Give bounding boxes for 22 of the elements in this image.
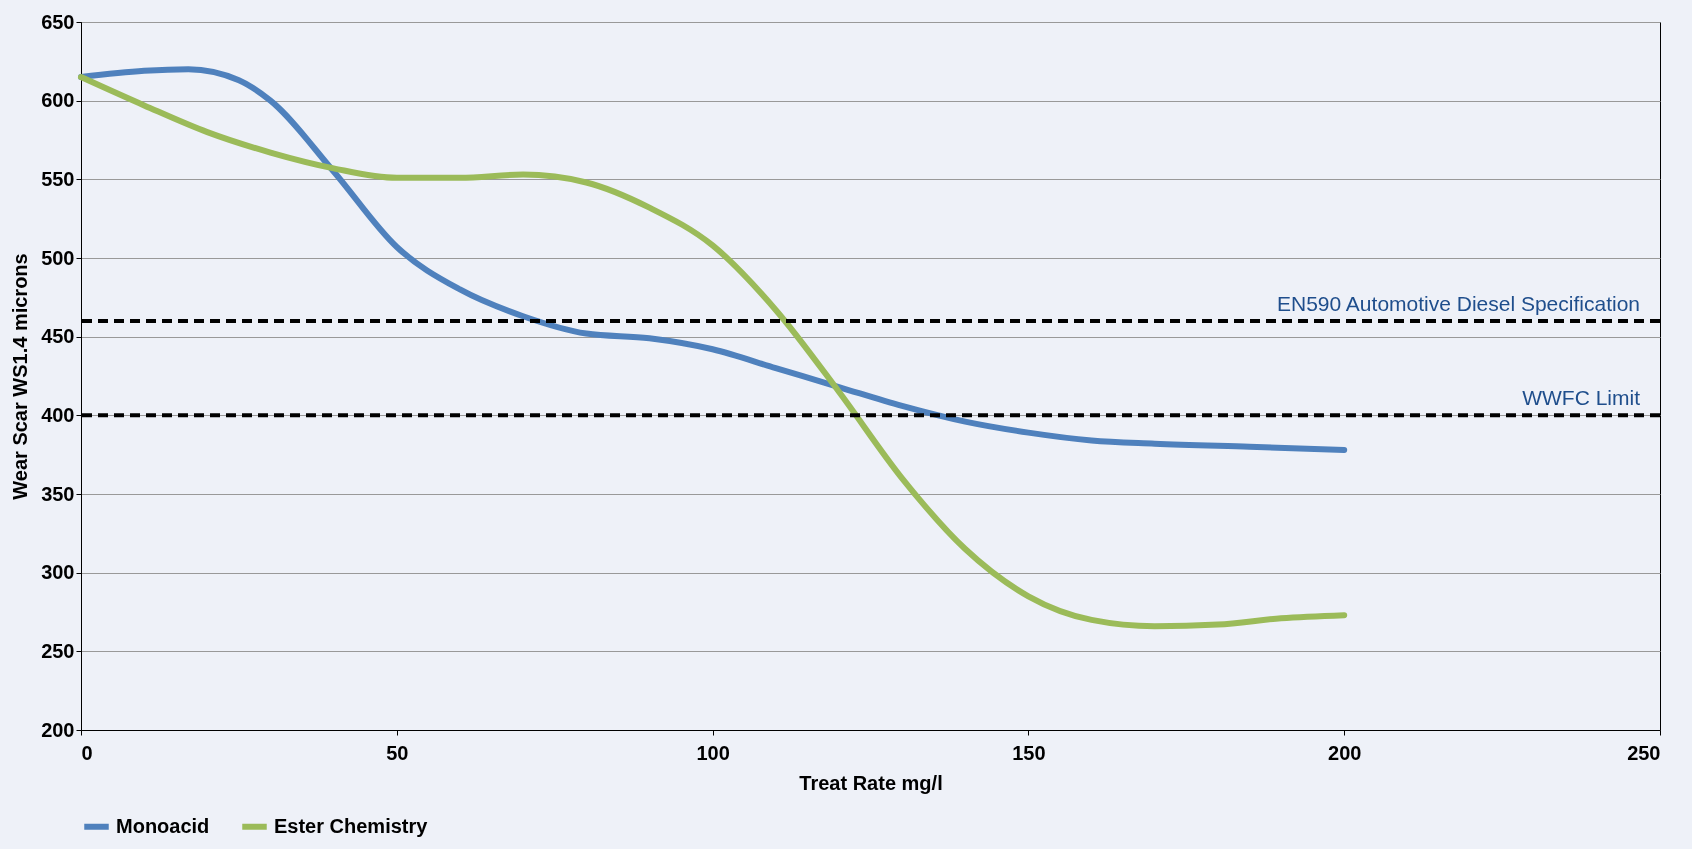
y-tick-label: 600 <box>41 89 75 112</box>
y-tick-label: 200 <box>41 718 75 741</box>
y-tick-label: 500 <box>41 246 75 269</box>
x-tick-label: 150 <box>1012 741 1046 764</box>
y-tick-label: 250 <box>41 639 75 662</box>
y-tick-label: 400 <box>41 403 75 426</box>
y-tick-label: 450 <box>41 325 75 348</box>
legend-label: Ester Chemistry <box>274 814 429 837</box>
y-tick-label: 550 <box>41 167 75 190</box>
legend-label: Monoacid <box>116 814 210 837</box>
x-tick-label: 0 <box>81 741 93 764</box>
y-tick-label: 650 <box>41 10 75 33</box>
x-tick-label: 250 <box>1627 741 1661 764</box>
x-axis-title: Treat Rate mg/l <box>799 771 943 794</box>
x-tick-label: 50 <box>386 741 409 764</box>
y-tick-label: 300 <box>41 561 75 584</box>
y-axis-title: Wear Scar WS1.4 microns <box>9 253 32 500</box>
x-tick-label: 200 <box>1328 741 1362 764</box>
y-tick-label: 350 <box>41 482 75 505</box>
ref-line-label: EN590 Automotive Diesel Specification <box>1276 291 1640 315</box>
x-tick-label: 100 <box>696 741 730 764</box>
ref-line-label: WWFC Limit <box>1522 386 1641 410</box>
